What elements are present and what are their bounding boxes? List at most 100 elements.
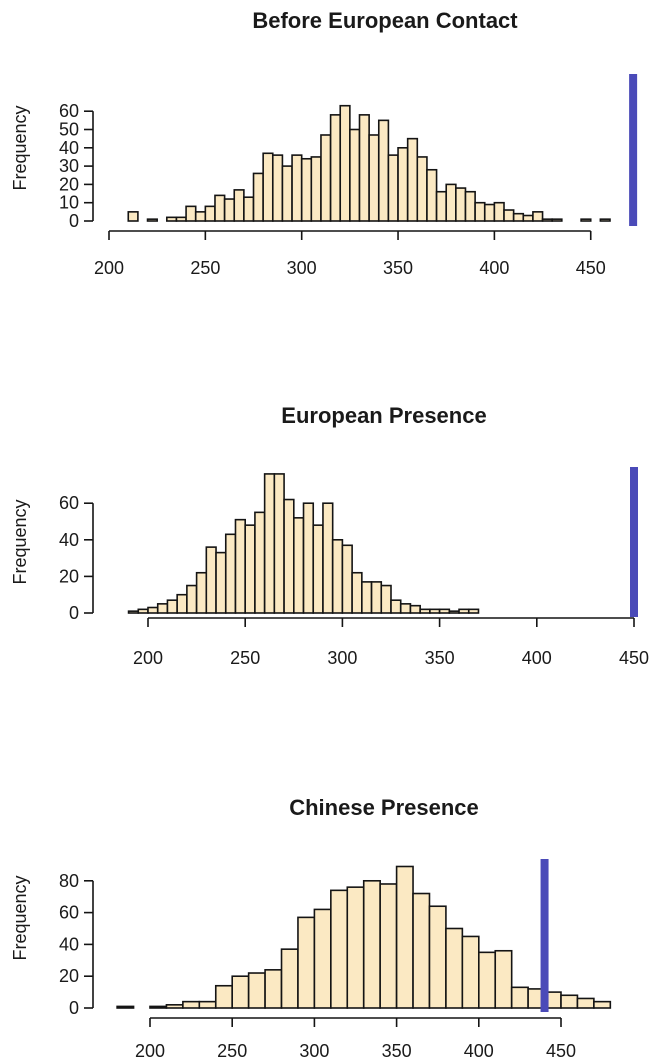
x-tick-label: 450 [619,648,649,668]
y-tick-label: 10 [59,193,79,213]
x-tick-label: 450 [546,1041,576,1061]
y-axis-label: Frequency [10,875,30,960]
histogram-bar [214,194,226,222]
y-tick-label: 60 [59,101,79,121]
histogram-bar [458,608,470,614]
histogram-bar [428,905,447,1009]
x-tick-label: 350 [382,1041,412,1061]
x-axis: 200 250 300 350 400 450 [133,617,649,668]
histogram-bar [493,201,505,222]
histogram-bar [234,518,246,614]
histogram-bar [593,1000,612,1009]
histogram-bar [390,599,402,614]
histogram-bar [494,949,513,1009]
histogram-bar [416,156,428,222]
histogram-bar [147,606,159,614]
histogram-bar [116,1005,135,1009]
x-tick-label: 300 [299,1041,329,1061]
histogram-bar [361,581,373,614]
histogram-bar [233,189,245,222]
histogram-bar [186,584,198,614]
histogram-bar [231,975,250,1009]
histogram-bar [182,1000,201,1009]
y-tick-label: 20 [59,174,79,194]
histogram-bar [331,538,344,614]
histogram-bar [198,1000,217,1009]
y-axis-label: Frequency [10,499,30,584]
y-tick-label: 50 [59,120,79,140]
histogram-bar [409,604,421,614]
histogram-bar [368,134,380,222]
x-tick-label: 250 [190,258,220,278]
x-tick-label: 450 [576,258,606,278]
histogram-bar [477,951,497,1009]
histogram-bar [346,886,365,1009]
histogram-bar [397,147,409,222]
y-tick-label: 40 [59,530,79,550]
histogram-bar [483,203,496,222]
histogram-bar [512,212,525,222]
histogram-bar [185,205,197,222]
histogram-bar [448,610,460,614]
histogram-bar [310,156,322,222]
histogram-bar [510,986,529,1009]
y-axis-label: Frequency [10,105,30,190]
x-tick-label: 300 [327,648,357,668]
y-tick-label: 30 [59,156,79,176]
x-tick-label: 200 [135,1041,165,1061]
histogram-bar [273,473,285,614]
histogram-bar [412,892,431,1009]
histogram-bar [322,502,334,614]
histogram-bar [313,908,332,1009]
y-axis: 0 20 40 60 80 [59,871,94,1018]
histogram-bar [503,209,515,222]
y-tick-label: 40 [59,934,79,954]
histogram-bar [252,172,264,222]
x-tick-label: 250 [230,648,260,668]
y-tick-label: 80 [59,871,79,891]
histogram-bar [291,154,303,222]
histogram-bar [379,883,398,1009]
histogram-bar [312,524,324,614]
histogram-bar [223,198,236,222]
x-tick-label: 350 [383,258,413,278]
histogram-bar [166,599,178,614]
histogram-bar [262,152,274,222]
y-tick-label: 60 [59,493,79,513]
x-tick-label: 300 [287,258,317,278]
histogram-bar [302,502,315,614]
histogram-bar [464,190,476,222]
histogram-bar [320,134,332,222]
histogram-bar [377,119,390,222]
histogram-bar [280,948,299,1009]
histogram-bar [264,969,283,1009]
histogram-bar [474,201,486,222]
y-tick-label: 40 [59,138,79,158]
histogram-bar [560,994,579,1009]
histogram-bar [429,608,441,614]
histogram-bar [300,157,313,222]
histogram-bar [127,610,140,614]
histogram-bar [204,205,216,222]
histogram-bar [165,1004,184,1009]
histogram-bar [532,211,544,222]
bars [127,473,480,614]
y-tick-label: 0 [69,603,79,623]
histogram-bar [467,608,480,614]
histogram-bar [166,216,178,222]
x-tick-label: 200 [94,258,124,278]
histogram-bar [127,211,139,222]
y-tick-label: 20 [59,966,79,986]
x-axis: 200 250 300 350 400 450 [94,230,606,278]
histogram-bar [551,218,563,222]
histogram-bar [438,608,451,614]
histogram-bar [406,137,419,222]
histogram-bar [175,216,187,222]
histogram-bar [341,544,353,614]
x-axis: 200 250 300 350 400 450 [135,1017,576,1061]
histogram-bar [271,154,284,222]
bars [127,104,611,222]
histogram-bar [599,218,611,222]
